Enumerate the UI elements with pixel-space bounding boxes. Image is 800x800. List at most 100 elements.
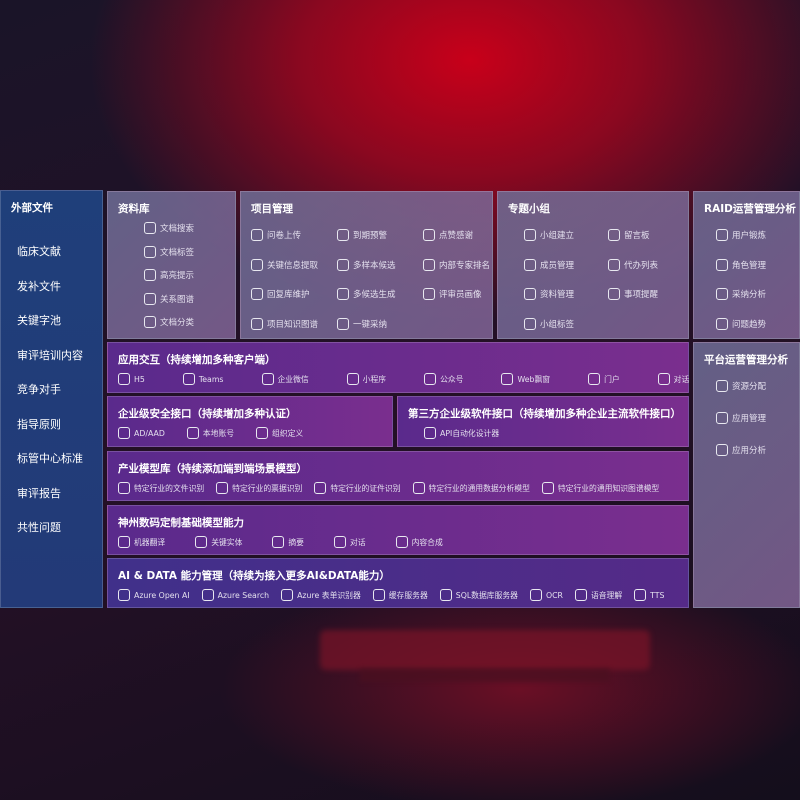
- menu-item-一键采纳[interactable]: 一键采纳: [337, 317, 388, 330]
- menu-item-关键实体[interactable]: 关键实体: [195, 536, 242, 548]
- menu-item-事项提醒[interactable]: 事项提醒: [608, 288, 658, 300]
- ad-icon: [118, 427, 130, 439]
- menu-item-回复库维护[interactable]: 回复库维护: [251, 288, 310, 300]
- menu-item-特定行业的通用数据分析模型[interactable]: 特定行业的通用数据分析模型: [412, 482, 530, 494]
- menu-item-公众号[interactable]: 公众号: [424, 373, 463, 385]
- menu-item-资源分配[interactable]: 资源分配: [716, 380, 766, 392]
- menu-item-OCR[interactable]: OCR: [529, 589, 563, 601]
- menu-item-标管中心标准[interactable]: 标管中心标准: [17, 450, 83, 466]
- menu-item-label: 到期预警: [353, 231, 388, 241]
- panel-title: 项目管理: [251, 203, 293, 215]
- menu-item-指导原则[interactable]: 指导原则: [17, 416, 61, 432]
- menu-item-小组建立[interactable]: 小组建立: [524, 229, 574, 241]
- menu-item-label: 关键字池: [17, 314, 61, 327]
- menu-item-摘要[interactable]: 摘要: [272, 536, 304, 548]
- menu-item-共性问题[interactable]: 共性问题: [17, 519, 61, 535]
- menu-item-资料管理[interactable]: 资料管理: [524, 288, 574, 300]
- menu-item-点赞感谢[interactable]: 点赞感谢: [423, 229, 473, 241]
- menu-item-成员管理[interactable]: 成员管理: [524, 258, 574, 271]
- list-icon: [716, 380, 728, 392]
- menu-item-到期预警[interactable]: 到期预警: [337, 229, 387, 241]
- menu-item-本地账号[interactable]: 本地账号: [186, 427, 234, 439]
- ai-data-panel: AI & DATA 能力管理（持续为接入更多AI&DATA能力） Azure Op…: [107, 558, 689, 608]
- document-search-icon: [144, 222, 156, 234]
- menu-item-审评报告[interactable]: 审评报告: [17, 485, 61, 501]
- menu-item-label: 摘要: [288, 537, 304, 547]
- menu-item-label: 小组建立: [540, 231, 575, 241]
- menu-item-特定行业的通用知识图谱模型[interactable]: 特定行业的通用知识图谱模型: [541, 482, 659, 494]
- menu-item-label: 文档分类: [160, 318, 195, 328]
- extract-icon: [251, 258, 263, 271]
- menu-item-SQL数据库服务器[interactable]: SQL数据库服务器: [439, 589, 518, 601]
- menu-item-发补文件[interactable]: 发补文件: [17, 278, 61, 294]
- menu-item-API自动化设计器[interactable]: API自动化设计器: [424, 427, 499, 439]
- menu-item-label: 特定行业的通用数据分析模型: [428, 483, 530, 493]
- menu-item-label: 对话: [349, 537, 366, 547]
- menu-item-特定行业的证件识别[interactable]: 特定行业的证件识别: [314, 482, 401, 494]
- menu-item-Azure 表单识别器[interactable]: Azure 表单识别器: [281, 589, 361, 601]
- menu-item-语音理解[interactable]: 语音理解: [574, 589, 622, 601]
- tts-icon: [634, 589, 647, 601]
- menu-item-问卷上传[interactable]: 问卷上传: [251, 229, 301, 241]
- menu-item-内容合成[interactable]: 内容合成: [395, 536, 443, 548]
- menu-item-组织定义[interactable]: 组织定义: [256, 427, 303, 439]
- menu-item-小程序[interactable]: 小程序: [346, 373, 386, 385]
- panel-title: 产业模型库（持续添加端到端场景模型）: [118, 463, 307, 475]
- menu-item-缓存服务器[interactable]: 缓存服务器: [372, 589, 428, 601]
- menu-item-小组标签[interactable]: 小组标签: [524, 317, 574, 330]
- menu-item-关键字池[interactable]: 关键字池: [17, 312, 61, 328]
- menu-item-label: 应用管理: [732, 414, 767, 424]
- menu-item-项目知识图谱[interactable]: 项目知识图谱: [251, 317, 318, 330]
- menu-item-评审员画像[interactable]: 评审员画像: [423, 288, 482, 300]
- menu-item-留言板[interactable]: 留言板: [608, 229, 650, 241]
- menu-item-临床文献[interactable]: 临床文献: [17, 243, 61, 259]
- menu-item-AD/AAD[interactable]: AD/AAD: [118, 427, 165, 439]
- menu-item-关系图谱[interactable]: 关系图谱: [144, 292, 194, 305]
- menu-item-特定行业的票据识别[interactable]: 特定行业的票据识别: [216, 482, 302, 494]
- menu-item-label: 角色管理: [732, 260, 767, 271]
- menu-item-label: 特定行业的票据识别: [232, 483, 303, 493]
- menu-item-多候选生成[interactable]: 多候选生成: [337, 288, 396, 300]
- menu-item-Web飘窗[interactable]: Web飘窗: [501, 373, 550, 385]
- menu-item-竞争对手[interactable]: 竞争对手: [17, 381, 61, 397]
- menu-item-关键信息提取[interactable]: 关键信息提取: [251, 258, 318, 271]
- menu-item-用户锻炼[interactable]: 用户锻炼: [716, 229, 766, 241]
- menu-item-对话[interactable]: 对话: [333, 536, 366, 548]
- menu-item-内部专家排名[interactable]: 内部专家排名: [423, 258, 491, 271]
- menu-item-特定行业的文件识别[interactable]: 特定行业的文件识别: [118, 482, 204, 494]
- menu-item-应用分析[interactable]: 应用分析: [716, 444, 766, 456]
- menu-item-角色管理[interactable]: 角色管理: [716, 258, 767, 271]
- document-stack-icon: [144, 316, 156, 328]
- menu-item-label: 组织定义: [272, 428, 304, 438]
- menu-item-label: 内部专家排名: [439, 260, 491, 271]
- users-icon: [716, 258, 728, 271]
- capability-row: H5 Teams 企业微信 小程序 公众号 Web飘窗 门户 对话: [118, 373, 689, 385]
- menu-item-文档搜索[interactable]: 文档搜索: [144, 222, 194, 234]
- capability-row: API自动化设计器: [424, 427, 680, 439]
- portal-icon: [588, 373, 601, 385]
- menu-item-对话[interactable]: 对话: [657, 373, 689, 385]
- menu-item-H5[interactable]: H5: [118, 373, 145, 385]
- org-icon: [256, 427, 269, 439]
- menu-item-应用管理[interactable]: 应用管理: [716, 412, 766, 424]
- menu-item-label: 问卷上传: [267, 231, 302, 241]
- menu-item-问题趋势[interactable]: 问题趋势: [716, 317, 766, 330]
- menu-item-Azure Search[interactable]: Azure Search: [201, 589, 269, 601]
- menu-item-文档分类[interactable]: 文档分类: [144, 316, 194, 328]
- menu-item-label: 采纳分析: [732, 290, 767, 300]
- menu-item-机器翻译[interactable]: 机器翻译: [118, 536, 165, 548]
- menu-item-采纳分析[interactable]: 采纳分析: [716, 288, 766, 300]
- menu-item-Teams[interactable]: Teams: [182, 373, 224, 385]
- teams-icon: [182, 373, 195, 385]
- menu-item-门户[interactable]: 门户: [588, 373, 620, 385]
- menu-item-TTS[interactable]: TTS: [634, 589, 665, 601]
- menu-item-企业微信[interactable]: 企业微信: [261, 373, 309, 385]
- menu-item-Azure Open AI[interactable]: Azure Open AI: [118, 589, 190, 601]
- menu-item-高亮提示[interactable]: 高亮提示: [144, 269, 194, 281]
- menu-item-文档标签[interactable]: 文档标签: [144, 245, 194, 258]
- menu-item-审评培训内容[interactable]: 审评培训内容: [17, 347, 83, 363]
- menu-item-label: 一键采纳: [353, 319, 388, 330]
- menu-item-多样本候选[interactable]: 多样本候选: [337, 258, 396, 271]
- menu-item-label: 留言板: [624, 231, 650, 241]
- menu-item-代办列表[interactable]: 代办列表: [608, 258, 658, 271]
